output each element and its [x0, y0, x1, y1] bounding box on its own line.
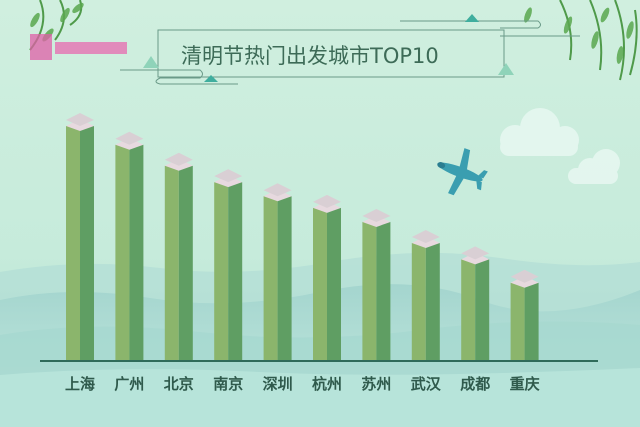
bar-cap — [510, 269, 539, 283]
bars-group — [66, 113, 539, 360]
bar-side — [425, 243, 440, 360]
category-labels: 上海 广州 北京 南京 深圳 杭州 苏州 武汉 成都 重庆 — [65, 375, 540, 393]
bar-side — [178, 165, 193, 360]
bar-front — [214, 182, 229, 360]
category-label: 杭州 — [312, 375, 342, 393]
bar-cap — [313, 194, 341, 208]
bar-front — [313, 207, 327, 360]
bar-front — [66, 126, 80, 360]
title-frame — [120, 20, 580, 85]
bar-side — [277, 196, 292, 360]
bar-cap — [214, 169, 243, 183]
bar-front — [263, 196, 278, 360]
category-label: 深圳 — [263, 375, 293, 393]
bar-front — [164, 165, 179, 360]
bar-side — [228, 182, 243, 360]
bar-武汉 — [411, 230, 440, 360]
cloud-icon — [500, 108, 620, 184]
triangle-decorations — [143, 14, 514, 82]
bar-深圳 — [263, 183, 292, 360]
bar-cap — [115, 131, 144, 145]
bar-成都 — [461, 246, 490, 360]
bar-front — [510, 282, 525, 360]
bar-cap — [362, 208, 391, 222]
bar-side — [524, 282, 539, 360]
category-label: 苏州 — [361, 375, 391, 393]
bar-杭州 — [313, 194, 341, 360]
chart-title: 清明节热门出发城市TOP10 — [181, 44, 439, 68]
bar-side — [80, 126, 94, 360]
bar-side — [327, 207, 341, 360]
bar-cap — [461, 246, 490, 260]
category-label: 上海 — [65, 375, 95, 393]
category-label: 南京 — [213, 375, 243, 393]
bar-cap — [66, 113, 94, 126]
bar-cap — [263, 183, 292, 197]
bar-front — [115, 144, 130, 360]
bar-front — [461, 259, 476, 360]
bar-side — [129, 144, 144, 360]
bar-北京 — [164, 152, 193, 360]
bar-side — [475, 259, 490, 360]
bar-front — [362, 221, 377, 360]
category-label: 广州 — [114, 375, 144, 393]
logo — [30, 34, 127, 60]
category-label: 北京 — [164, 375, 194, 393]
bar-上海 — [66, 113, 94, 360]
bar-苏州 — [362, 208, 391, 360]
bar-cap — [411, 230, 440, 243]
bar-cap — [164, 152, 193, 166]
bar-广州 — [115, 131, 144, 360]
bar-重庆 — [510, 269, 539, 360]
category-label: 武汉 — [411, 375, 442, 393]
willow-leaves — [30, 2, 634, 64]
category-label: 成都 — [460, 375, 490, 393]
airplane-icon — [437, 148, 488, 196]
bar-南京 — [214, 169, 243, 360]
bar-front — [411, 243, 426, 360]
bar-side — [376, 221, 391, 360]
category-label: 重庆 — [510, 375, 540, 393]
